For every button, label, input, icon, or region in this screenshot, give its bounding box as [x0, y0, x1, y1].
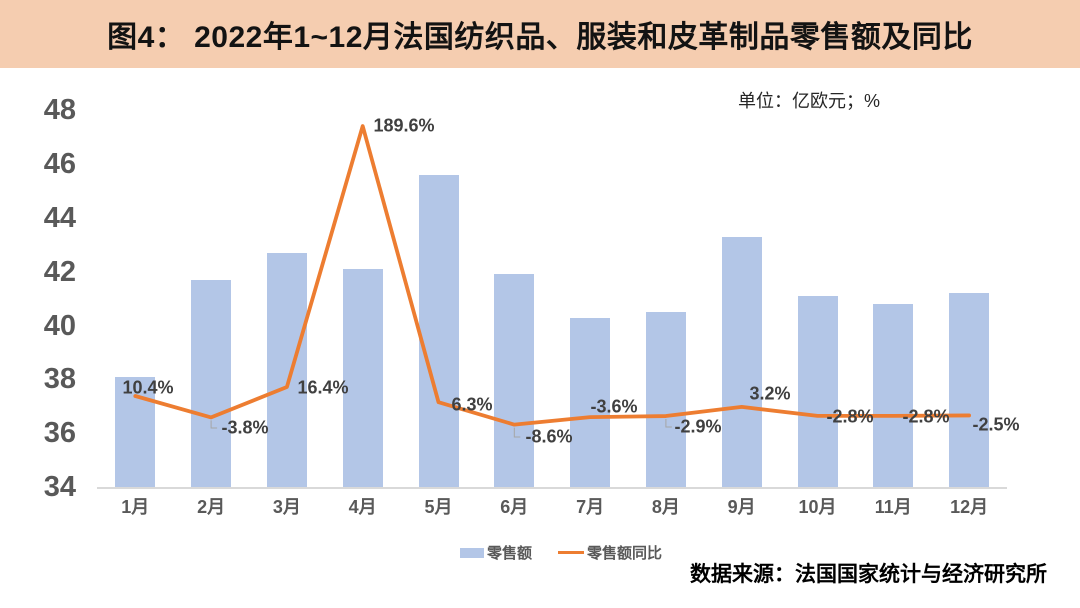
- line-label-month-9: 3.2%: [749, 383, 791, 404]
- line-label-month-12: -2.5%: [972, 414, 1020, 435]
- bar-month-7: [570, 317, 611, 487]
- x-tick-month-5: 5月: [424, 497, 453, 517]
- line-label-month-6: -8.6%: [525, 426, 573, 447]
- line-label-month-5: 6.3%: [451, 394, 493, 415]
- title-band: 图4： 2022年1~12月法国纺织品、服装和皮革制品零售额及同比: [0, 0, 1080, 68]
- yoy-line: [133, 124, 971, 427]
- x-tick-month-9: 9月: [727, 497, 756, 517]
- label-callout-month-6: [513, 427, 521, 438]
- legend: 零售额 零售额同比: [460, 542, 662, 563]
- x-tick-month-2: 2月: [197, 497, 226, 517]
- x-axis-line: [97, 487, 1007, 489]
- line-label-month-8: -2.9%: [674, 416, 722, 437]
- x-tick-month-6: 6月: [500, 497, 529, 517]
- line-swatch-icon: [558, 551, 585, 554]
- x-tick-month-10: 10月: [798, 497, 837, 517]
- bar-month-8: [645, 312, 686, 487]
- legend-label-bar: 零售额: [487, 545, 533, 562]
- bar-month-5: [418, 174, 459, 487]
- x-tick-month-8: 8月: [651, 497, 680, 517]
- y-tick-42: 42: [43, 255, 76, 288]
- label-callout-month-8: [665, 419, 672, 428]
- bar-month-3: [266, 252, 307, 487]
- x-tick-month-12: 12月: [950, 497, 989, 517]
- line-label-month-1: 10.4%: [122, 377, 174, 398]
- x-tick-month-7: 7月: [576, 497, 605, 517]
- line-label-month-10: -2.8%: [826, 406, 874, 427]
- y-tick-48: 48: [43, 94, 76, 127]
- line-label-month-11: -2.8%: [902, 406, 950, 427]
- bar-month-2: [191, 279, 232, 487]
- bar-month-10: [797, 296, 838, 487]
- x-tick-month-11: 11月: [874, 497, 912, 517]
- source-credit: 数据来源：法国国家统计与经济研究所: [690, 563, 1047, 586]
- line-label-month-2: -3.8%: [221, 417, 269, 438]
- y-tick-40: 40: [43, 309, 76, 342]
- label-callout-month-2: [210, 420, 218, 429]
- x-tick-month-3: 3月: [272, 497, 301, 517]
- bar-month-4: [342, 269, 383, 487]
- x-tick-month-1: 1月: [121, 497, 150, 517]
- bar-month-12: [949, 293, 990, 487]
- legend-item-line: 零售额同比: [558, 542, 662, 563]
- unit-label: 单位：亿欧元；%: [738, 91, 881, 111]
- bar-swatch-icon: [460, 547, 484, 558]
- line-label-month-7: -3.6%: [590, 396, 638, 417]
- legend-item-bar: 零售额: [460, 542, 532, 563]
- y-tick-44: 44: [43, 202, 76, 234]
- y-tick-38: 38: [43, 363, 76, 396]
- bar-month-9: [721, 236, 762, 487]
- x-tick-month-4: 4月: [348, 497, 377, 517]
- line-label-month-4: 189.6%: [373, 115, 435, 136]
- legend-label-line: 零售额同比: [587, 545, 663, 562]
- bar-month-6: [494, 274, 535, 487]
- y-tick-34: 34: [43, 471, 76, 503]
- line-label-month-3: 16.4%: [297, 377, 349, 398]
- y-tick-46: 46: [43, 148, 76, 181]
- y-tick-36: 36: [43, 417, 76, 450]
- bar-month-11: [873, 304, 914, 487]
- figure-title: 图4： 2022年1~12月法国纺织品、服装和皮革制品零售额及同比: [107, 21, 973, 54]
